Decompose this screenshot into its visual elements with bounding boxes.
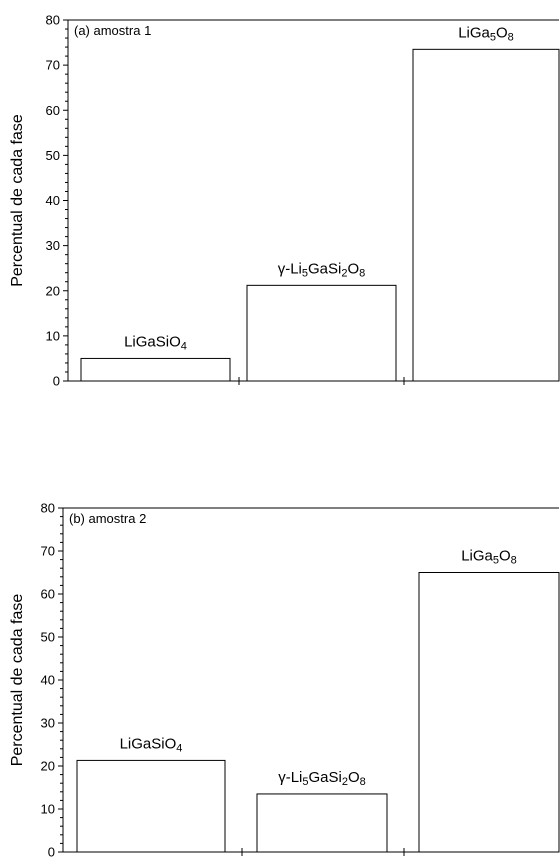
y-tick-label: 40 — [41, 673, 55, 688]
y-tick-label: 10 — [46, 328, 60, 343]
y-tick-label: 30 — [41, 716, 55, 731]
chart-panel-a: 0 10 20 30 40 50 60 70 80 Percentual de cada fase… — [9, 13, 560, 389]
bar-label: LiGaSiO4 — [124, 333, 187, 352]
y-tick-label: 0 — [53, 374, 60, 389]
y-axis-title: Percentual de cada fase — [9, 114, 26, 287]
bar-3 — [412, 48, 560, 382]
panel-label: (b) amostra 2 — [69, 511, 146, 526]
bar-2 — [256, 793, 388, 853]
bar-label: γ-Li5GaSi2O8 — [278, 769, 366, 788]
y-tick-label: 20 — [41, 759, 55, 774]
y-tick-label: 50 — [46, 148, 60, 163]
bar-3 — [418, 572, 560, 853]
y-tick-label: 70 — [41, 544, 55, 559]
bar-2 — [246, 284, 397, 382]
chart-panel-b: 0 10 20 30 40 50 60 70 80 Percentual de cada fase… — [9, 501, 560, 859]
y-tick-label: 30 — [46, 238, 60, 253]
panel-label: (a) amostra 1 — [74, 23, 151, 38]
y-tick-label: 60 — [46, 103, 60, 118]
bar-label: LiGaSiO4 — [120, 735, 183, 754]
y-tick-label: 60 — [41, 587, 55, 602]
y-tick-label: 10 — [41, 802, 55, 817]
y-axis-title: Percentual de cada fase — [9, 594, 26, 767]
y-tick-label: 50 — [41, 630, 55, 645]
y-tick-label: 40 — [46, 193, 60, 208]
y-tick-label: 80 — [41, 501, 55, 516]
y-tick-label: 70 — [46, 58, 60, 73]
y-tick-label: 80 — [46, 13, 60, 28]
y-tick-label: 20 — [46, 283, 60, 298]
y-tick-label: 0 — [48, 845, 55, 859]
bar-1 — [80, 357, 231, 382]
bar-label: γ-Li5GaSi2O8 — [278, 260, 366, 279]
bar-1 — [76, 759, 226, 853]
bar-label: LiGa5O8 — [458, 24, 514, 43]
bar-label: LiGa5O8 — [461, 548, 517, 567]
